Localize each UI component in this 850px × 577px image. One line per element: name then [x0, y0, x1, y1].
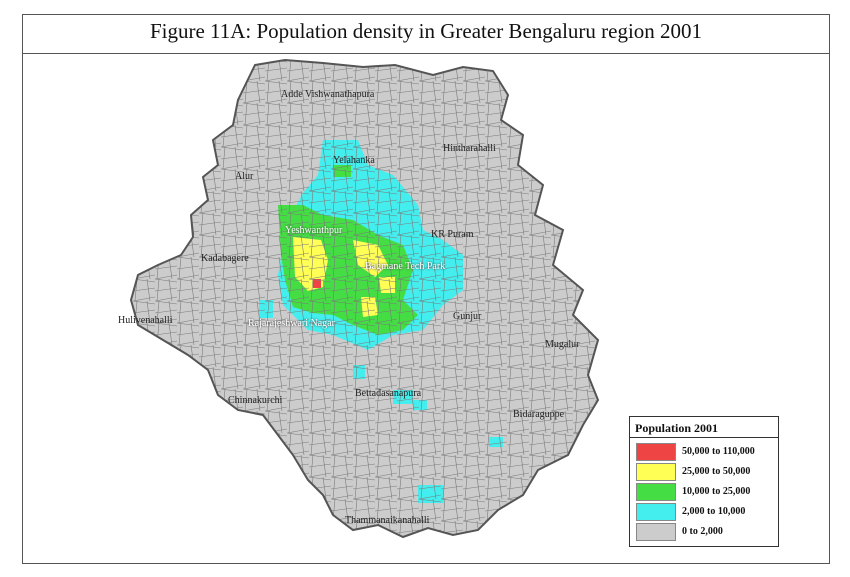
legend-divider: [630, 437, 778, 438]
place-label-bettadasanapura: Bettadasanapura: [355, 388, 422, 399]
legend-label: 25,000 to 50,000: [682, 466, 751, 477]
place-label-kr-puram: KR Puram: [431, 229, 474, 240]
legend: Population 2001 50,000 to 110,000 25,000…: [629, 416, 779, 547]
figure-title: Figure 11A: Population density in Greate…: [149, 19, 703, 43]
legend-swatch: [636, 443, 676, 461]
legend-row: 2,000 to 10,000: [636, 503, 776, 521]
place-label-adde: Adde Vishwanathapura: [281, 89, 375, 100]
map-area: Adde Vishwanathapura Yelahanka Hintharah…: [23, 15, 831, 565]
figure-frame: Figure 11A: Population density in Greate…: [22, 14, 830, 564]
legend-row: 25,000 to 50,000: [636, 463, 776, 481]
legend-label: 2,000 to 10,000: [682, 506, 746, 517]
place-label-thammanaikanahalli: Thammanaikanahalli: [345, 515, 430, 526]
place-label-hintharahalli: Hintharahalli: [443, 143, 496, 154]
legend-label: 50,000 to 110,000: [682, 446, 755, 457]
legend-swatch: [636, 503, 676, 521]
legend-swatch: [636, 523, 676, 541]
place-label-yelahanka: Yelahanka: [333, 155, 375, 166]
place-label-alur: Alur: [235, 171, 254, 182]
place-label-hulivenahalli: Hulivenahalli: [118, 315, 173, 326]
legend-row: 10,000 to 25,000: [636, 483, 776, 501]
place-label-bidaraguppe: Bidaraguppe: [513, 409, 565, 420]
legend-label: 0 to 2,000: [682, 526, 723, 537]
legend-row: 50,000 to 110,000: [636, 443, 776, 461]
legend-swatch: [636, 483, 676, 501]
legend-title: Population 2001: [635, 421, 719, 435]
title-divider: [23, 53, 829, 54]
place-label-chinnakurchi: Chinnakurchi: [228, 395, 283, 406]
density-map: [130, 59, 599, 538]
place-label-gunjur: Gunjur: [453, 311, 482, 322]
legend-label: 10,000 to 25,000: [682, 486, 751, 497]
place-label-rajarajeshwari-nagar: Rajarajeshwari Nagar: [248, 318, 335, 329]
place-label-kadabagere: Kadabagere: [201, 253, 249, 264]
legend-row: 0 to 2,000: [636, 523, 776, 541]
place-label-yeshwanthpur: Yeshwanthpur: [285, 225, 343, 236]
legend-swatch: [636, 463, 676, 481]
place-label-mugalur: Mugalur: [545, 339, 580, 350]
place-label-bagmane-tech-park: Bagmane Tech Park: [365, 261, 446, 272]
